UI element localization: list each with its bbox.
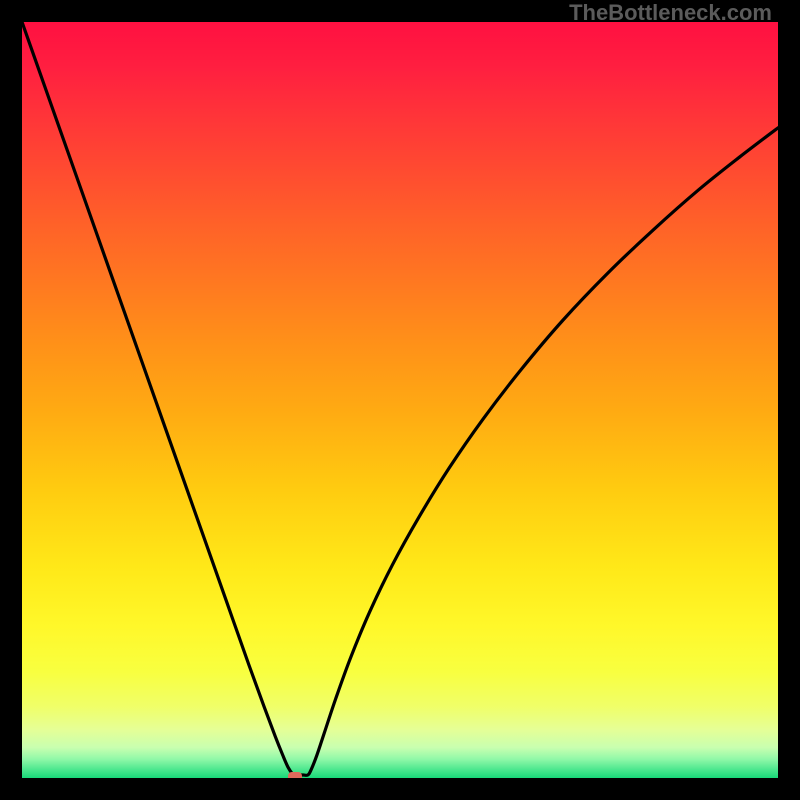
optimal-marker xyxy=(288,772,302,778)
watermark-text: TheBottleneck.com xyxy=(569,0,772,26)
curve-layer xyxy=(22,22,778,778)
bottleneck-curve xyxy=(22,22,778,775)
plot-area xyxy=(22,22,778,778)
